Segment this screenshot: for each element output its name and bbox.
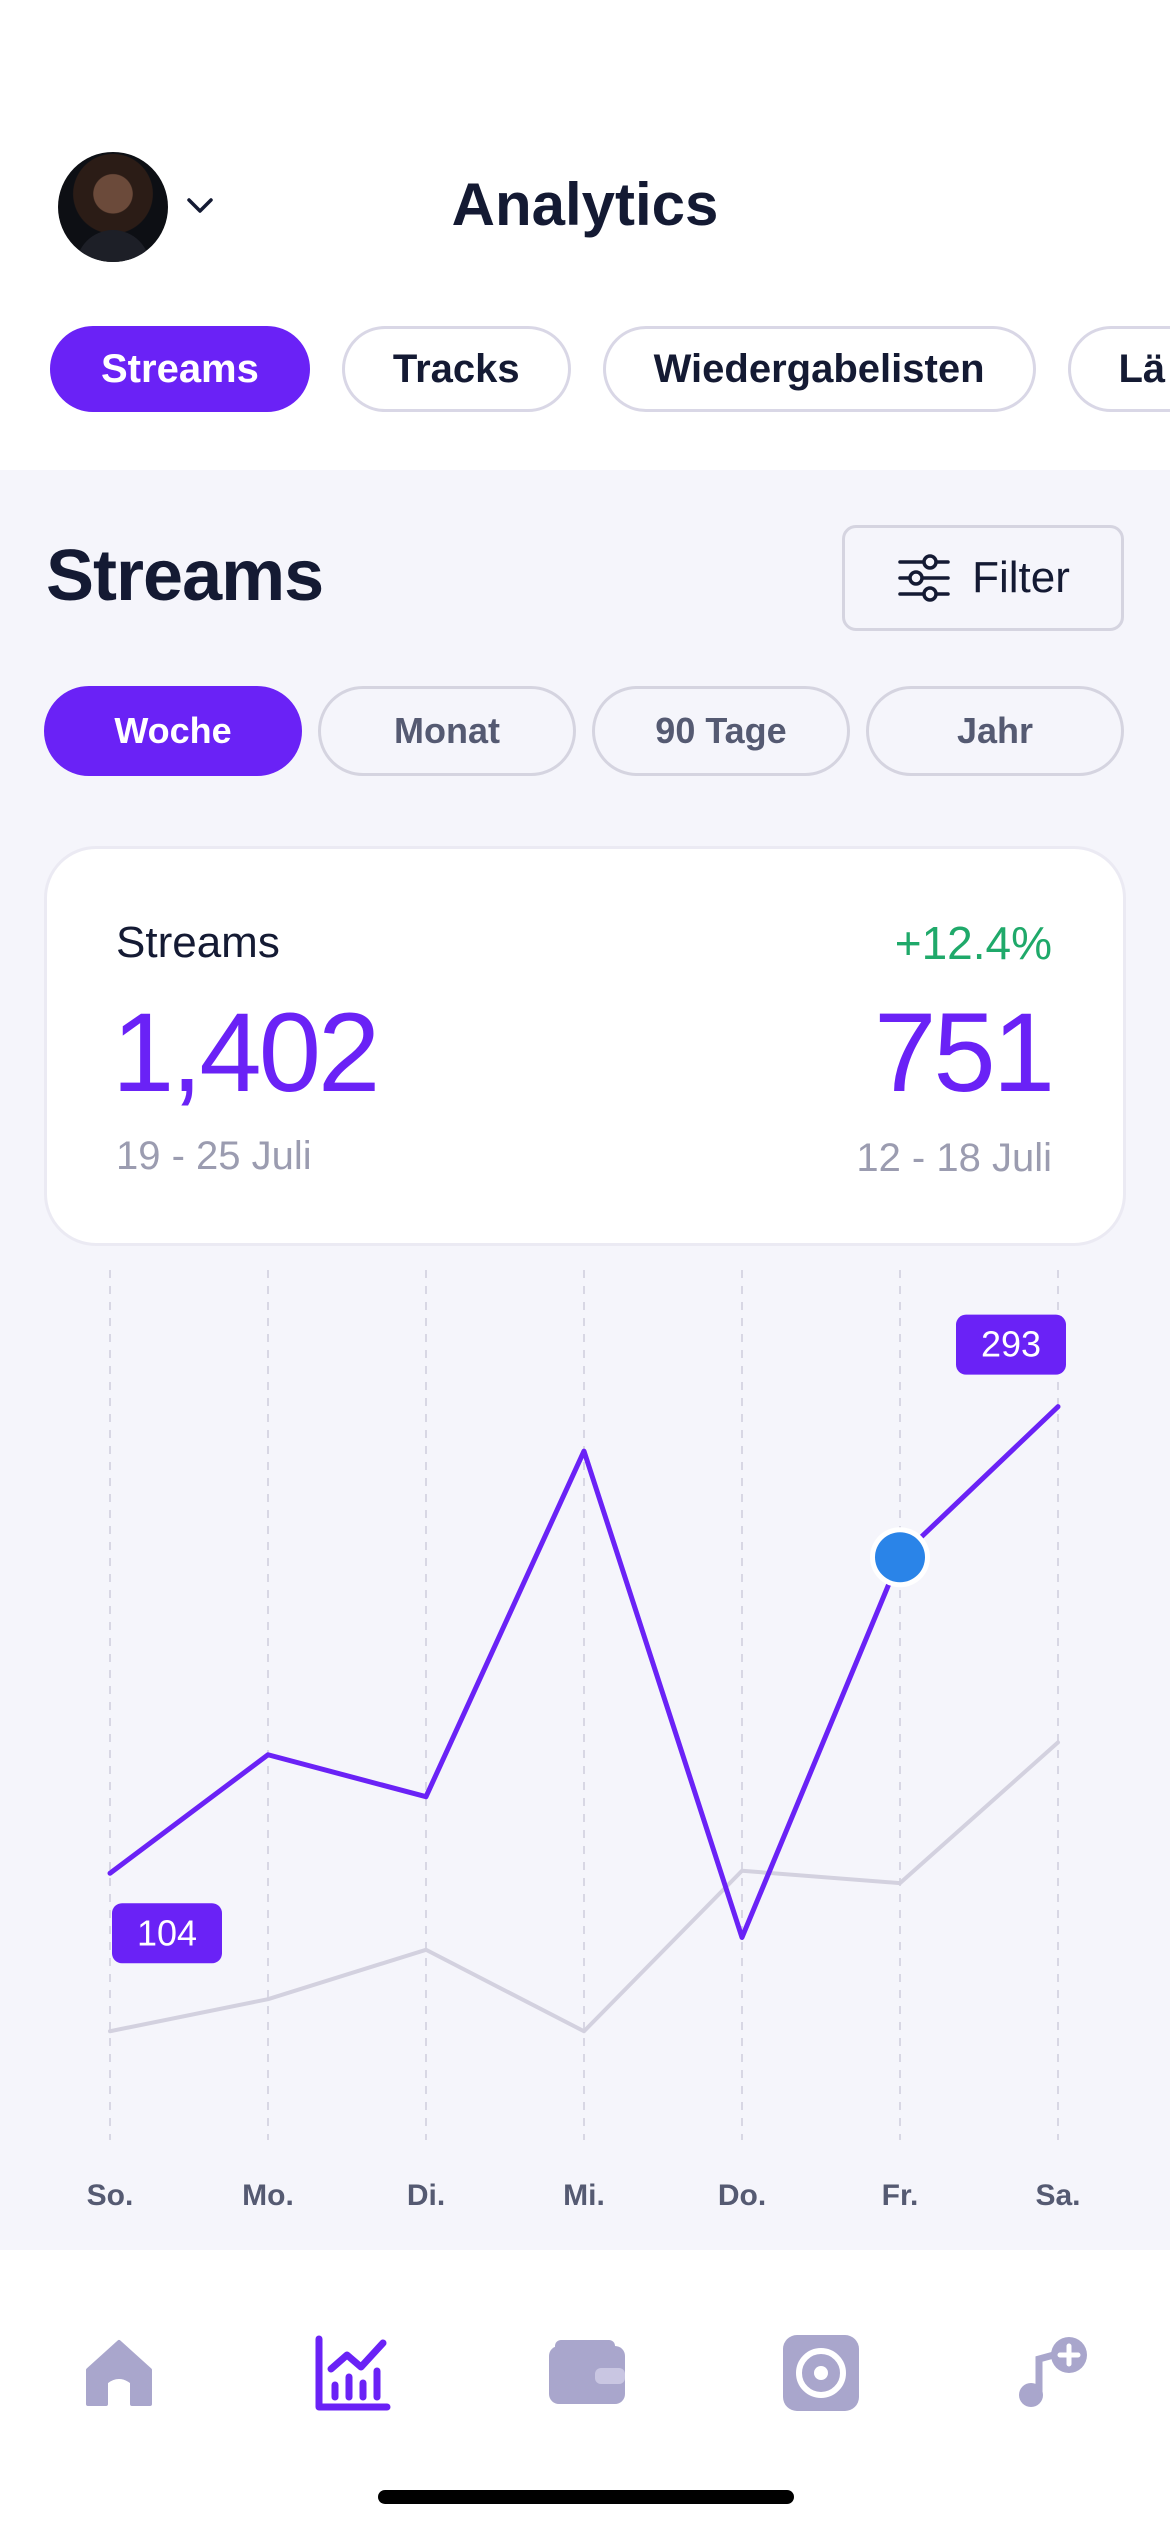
period-month[interactable]: Monat: [318, 686, 576, 776]
add-music-icon: [1019, 2337, 1087, 2407]
previous-series-line: [108, 1740, 1060, 2034]
x-tick-label: So.: [87, 2179, 134, 2212]
nav-analytics[interactable]: [308, 2328, 398, 2418]
tab-streams[interactable]: Streams: [50, 326, 310, 412]
section-title: Streams: [46, 536, 324, 616]
sliders-icon: [898, 554, 950, 602]
summary-card: [44, 846, 1126, 1246]
streams-chart: 104 293 So. Mo. Di. Mi. Do. Fr. Sa.: [87, 1270, 1081, 2212]
user-avatar[interactable]: [58, 152, 168, 262]
home-indicator: [378, 2490, 794, 2504]
x-tick-label: Sa.: [1035, 2179, 1080, 2212]
filter-label: Filter: [972, 553, 1070, 602]
chevron-down-icon[interactable]: [186, 196, 214, 216]
analytics-icon: [315, 2335, 391, 2411]
period-selector: Woche Monat 90 Tage Jahr: [44, 686, 1124, 776]
previous-streams-value: 751: [874, 990, 1055, 1115]
summary-label: Streams: [116, 918, 280, 967]
nav-wallet[interactable]: [542, 2328, 632, 2418]
tab-tracks[interactable]: Tracks: [341, 326, 571, 412]
value-badge-label: 104: [137, 1912, 197, 1953]
nav-record[interactable]: [776, 2328, 866, 2418]
current-streams-value: 1,402: [112, 990, 380, 1115]
previous-date-range: 12 - 18 Juli: [856, 1136, 1052, 1180]
x-tick-label: Di.: [407, 2179, 445, 2212]
wallet-icon: [549, 2340, 625, 2404]
tab-partial[interactable]: Lä: [1067, 326, 1170, 412]
tab-playlists[interactable]: Wiedergabelisten: [602, 326, 1036, 412]
highlight-marker: [875, 1532, 925, 1583]
value-badge: [956, 1314, 1066, 1375]
period-90-days[interactable]: 90 Tage: [592, 686, 850, 776]
analytics-tabs: Streams Tracks Wiedergabelisten Lä: [50, 326, 1170, 418]
x-tick-label: Mi.: [563, 2179, 605, 2212]
period-week[interactable]: Woche: [44, 686, 302, 776]
summary-change: +12.4%: [894, 917, 1052, 969]
value-badge: [112, 1903, 222, 1964]
record-icon: [783, 2335, 859, 2411]
nav-home[interactable]: [74, 2328, 164, 2418]
current-date-range: 19 - 25 Juli: [116, 1134, 312, 1178]
value-badge-label: 293: [981, 1324, 1041, 1365]
home-icon: [86, 2340, 152, 2406]
page-title: Analytics: [451, 171, 719, 238]
filter-button[interactable]: Filter: [842, 525, 1124, 631]
period-year[interactable]: Jahr: [866, 686, 1124, 776]
x-tick-label: Do.: [718, 2179, 766, 2212]
nav-add-music[interactable]: [1008, 2328, 1098, 2418]
x-tick-label: Mo.: [242, 2179, 294, 2212]
x-tick-label: Fr.: [882, 2179, 919, 2212]
